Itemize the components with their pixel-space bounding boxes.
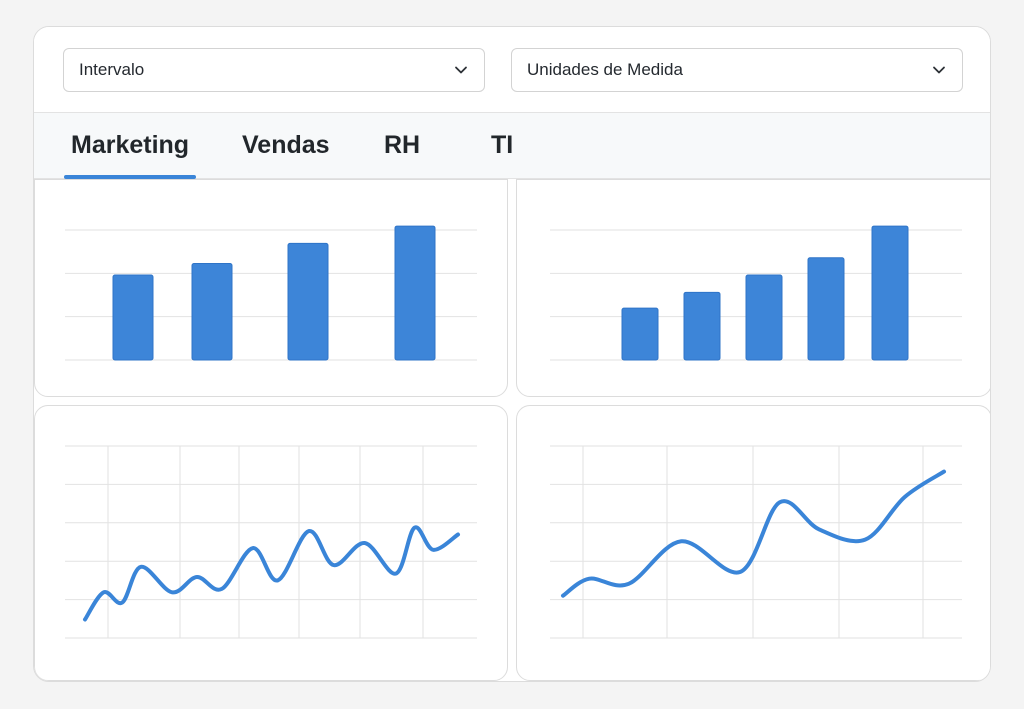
bar	[112, 274, 154, 361]
chart-card-line-2	[516, 405, 990, 681]
interval-select-label: Intervalo	[79, 60, 145, 79]
active-tab-indicator	[64, 175, 196, 179]
chevron-down-icon	[455, 66, 467, 74]
tab-ti[interactable]: TI	[491, 131, 514, 159]
bar	[871, 225, 909, 361]
bar-chart-2	[550, 225, 962, 361]
bar-chart-1	[65, 225, 477, 361]
filter-bar: Intervalo Unidades de Medida	[34, 27, 990, 113]
bar	[683, 291, 721, 361]
units-select[interactable]: Unidades de Medida	[511, 48, 963, 92]
series-line	[83, 525, 460, 622]
line-chart-2	[550, 445, 962, 639]
tab-rh[interactable]: RH	[384, 131, 421, 159]
bar	[287, 242, 329, 361]
department-tabs: Marketing Vendas RH TI	[34, 113, 990, 179]
chart-card-bar-2	[516, 179, 990, 397]
bar	[745, 274, 783, 361]
bar	[191, 263, 233, 361]
chart-card-line-1	[34, 405, 508, 681]
interval-select[interactable]: Intervalo	[63, 48, 485, 92]
bar	[394, 225, 436, 361]
series-line	[561, 469, 946, 598]
chart-card-bar-1	[34, 179, 508, 397]
line-chart-1	[65, 445, 477, 639]
bar	[807, 257, 845, 361]
tab-vendas[interactable]: Vendas	[242, 131, 330, 159]
chevron-down-icon	[933, 66, 945, 74]
dashboard-panel: Intervalo Unidades de Medida Marketing V…	[33, 26, 991, 682]
bar	[621, 307, 659, 361]
tab-marketing[interactable]: Marketing	[71, 131, 190, 159]
units-select-label: Unidades de Medida	[527, 60, 683, 79]
